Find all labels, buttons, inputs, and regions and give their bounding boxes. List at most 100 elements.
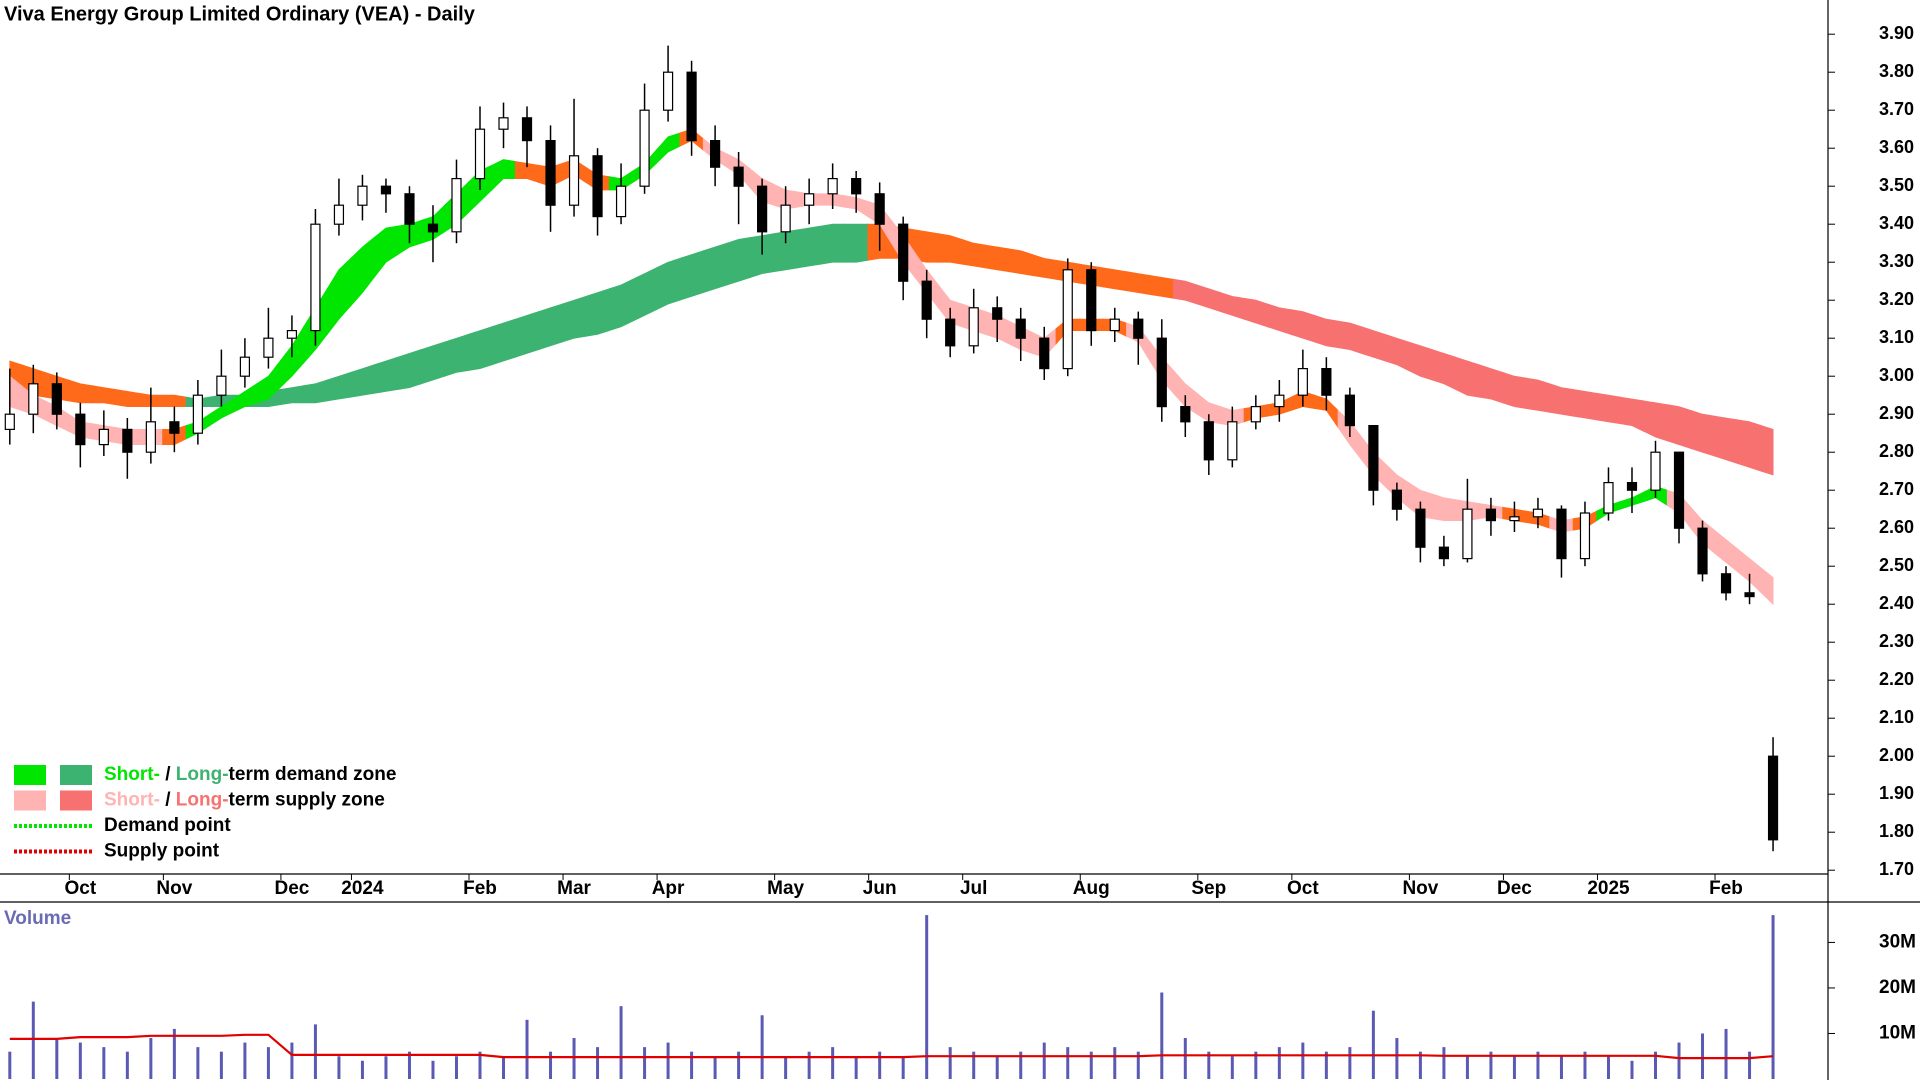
volume-bar [55, 1038, 59, 1079]
y-tick-label: 3.20 [1879, 289, 1914, 309]
candle-body [639, 109, 650, 187]
candle-body [1133, 318, 1144, 339]
volume-bar [1254, 1051, 1258, 1079]
zone-segment [467, 326, 493, 371]
zone-segment [632, 267, 657, 322]
x-tick-label: Jul [960, 878, 987, 899]
zone-segment [726, 237, 751, 286]
zone-segment [373, 225, 399, 279]
volume-bar [1277, 1047, 1281, 1079]
volume-bar [1113, 1047, 1117, 1079]
candle-body [804, 193, 815, 206]
candle-body [216, 375, 227, 396]
volume-bar [854, 1056, 858, 1079]
candle-body [357, 185, 368, 206]
zone-segment [444, 333, 469, 377]
volume-bar [878, 1051, 882, 1079]
y-tick-label: 2.70 [1879, 479, 1914, 499]
volume-bar [666, 1042, 670, 1079]
volume-bar [1066, 1047, 1070, 1079]
x-tick-label: 2024 [341, 878, 384, 899]
volume-bar [525, 1019, 529, 1079]
zone-segment [1196, 284, 1221, 313]
volume-bar [1724, 1028, 1728, 1079]
zone-segment [538, 303, 563, 351]
zone-segment [420, 341, 446, 385]
volume-bar [1136, 1051, 1140, 1079]
legend-swatch [60, 790, 92, 811]
volume-bar [784, 1056, 788, 1079]
volume-bar [1160, 992, 1164, 1079]
zone-segment [350, 236, 375, 307]
x-tick-label: Dec [274, 878, 309, 899]
zone-segment [961, 238, 986, 269]
volume-bar [760, 1015, 764, 1079]
y-tick-label: 2.00 [1879, 745, 1914, 765]
volume-bar [149, 1038, 153, 1079]
x-tick-label: Sep [1191, 878, 1226, 899]
x-tick-label: Mar [557, 878, 591, 899]
volume-bar [995, 1056, 999, 1079]
candle-body [1203, 421, 1214, 461]
candle-body [51, 383, 62, 415]
volume-bar [948, 1047, 952, 1079]
candle-body [4, 413, 15, 431]
volume-bar [196, 1047, 200, 1079]
volume-bar [1019, 1051, 1023, 1079]
candle-body [662, 71, 674, 111]
zone-segment [1173, 278, 1198, 305]
volume-bar [31, 1001, 35, 1079]
volume-bar [549, 1051, 553, 1079]
legend-label: Short- / Long-term supply zone [104, 790, 385, 811]
candle-body [1438, 546, 1450, 560]
y-tick-label: 3.60 [1879, 137, 1914, 157]
volume-bar [807, 1051, 811, 1079]
zone-segment [1760, 567, 1774, 606]
x-tick-label: Feb [1709, 878, 1743, 899]
volume-bar [243, 1042, 247, 1079]
volume-bar [619, 1006, 623, 1079]
zone-segment [514, 311, 540, 358]
volume-bar [78, 1042, 82, 1079]
candle-body [545, 140, 556, 206]
zone-segment [1713, 415, 1739, 465]
zone-segment [1431, 493, 1457, 521]
zone-segment [655, 257, 681, 311]
zone-segment [1690, 409, 1715, 457]
zone-segment [1243, 297, 1268, 328]
candle-body [1532, 508, 1544, 518]
volume-bar [337, 1056, 341, 1079]
volume-bar [102, 1047, 106, 1079]
zone-segment [1290, 309, 1315, 343]
zone-segment [1572, 389, 1598, 421]
volume-bar [1207, 1051, 1211, 1079]
candle-body [1603, 482, 1614, 514]
volume-bar [1748, 1051, 1752, 1079]
zone-segment [585, 288, 610, 337]
volume-bar [1630, 1060, 1634, 1079]
candle-body [780, 204, 791, 233]
candle-body [1415, 508, 1426, 548]
volume-bar [1418, 1051, 1422, 1079]
volume-bar [1489, 1051, 1493, 1079]
y-tick-label: 3.70 [1879, 99, 1914, 119]
zone-segment [491, 159, 516, 191]
y-tick-label: 1.80 [1879, 821, 1914, 841]
zone-segment [1361, 326, 1386, 362]
volume-bar [1324, 1051, 1328, 1079]
x-tick-label: Feb [463, 878, 497, 899]
zone-segment [820, 223, 845, 265]
candle-body [615, 185, 627, 218]
zone-segment [1337, 320, 1362, 354]
x-tick-label: Aug [1073, 878, 1110, 899]
zone-segment [491, 318, 516, 366]
zone-segment [1032, 254, 1057, 280]
volume-bar [407, 1051, 411, 1079]
volume-bar [1701, 1033, 1705, 1079]
zone-segment [1525, 377, 1551, 413]
legend-text: Demand point [104, 815, 231, 836]
zone-segment [1102, 267, 1127, 292]
y-tick-label: 2.30 [1879, 631, 1914, 651]
candle-body [1462, 508, 1473, 560]
